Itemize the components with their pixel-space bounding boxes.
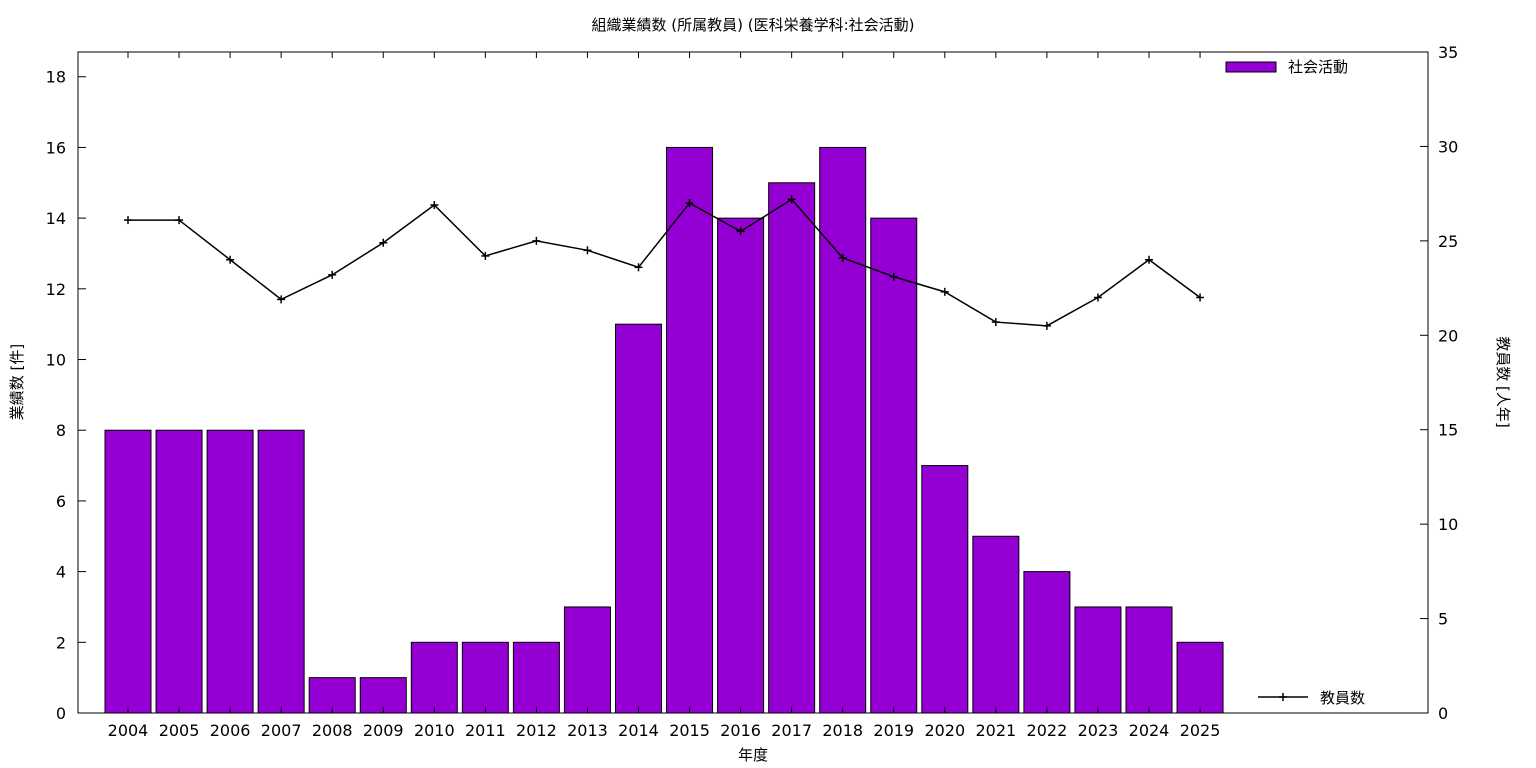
bar-2020 [921, 465, 969, 714]
x-tick-label: 2018 [822, 721, 863, 740]
x-tick-label: 2013 [567, 721, 608, 740]
x-tick-label: 2008 [312, 721, 353, 740]
bar-2005 [155, 429, 203, 714]
bar-2021 [972, 535, 1020, 714]
bar-2018 [819, 146, 867, 714]
x-tick-label: 2004 [108, 721, 149, 740]
y-tick-label: 10 [46, 351, 66, 370]
bar-2024 [1125, 606, 1173, 714]
bar-2011 [461, 641, 509, 714]
legend-swatch-bars [1225, 61, 1277, 73]
x-tick-label: 2007 [261, 721, 302, 740]
y-axis-label: 業績数 [件] [8, 344, 26, 420]
bar-2004 [104, 429, 152, 714]
x-tick-label: 2005 [159, 721, 200, 740]
y-tick-label: 4 [56, 563, 66, 582]
y-tick-label: 12 [46, 280, 66, 299]
x-tick-label: 2019 [873, 721, 914, 740]
x-tick-label: 2023 [1078, 721, 1119, 740]
bar-2007 [257, 429, 305, 714]
x-tick-label: 2015 [669, 721, 710, 740]
y-tick-label: 2 [56, 633, 66, 652]
x-tick-label: 2016 [720, 721, 761, 740]
x-tick-label: 2009 [363, 721, 404, 740]
legend-label-line: 教員数 [1320, 689, 1365, 707]
x-tick-label: 2022 [1027, 721, 1068, 740]
y2-tick-label: 5 [1438, 610, 1448, 629]
y-tick-label: 8 [56, 421, 66, 440]
legend: 社会活動 教員数 [1225, 58, 1365, 707]
bar-2025 [1176, 641, 1224, 714]
x-tick-label: 2020 [924, 721, 965, 740]
line-faculty-count [128, 198, 1201, 327]
y2-tick-label: 25 [1438, 232, 1458, 251]
bar-2019 [870, 217, 918, 714]
x-tick-label: 2021 [975, 721, 1016, 740]
y-tick-label: 18 [46, 68, 66, 87]
x-tick-label: 2014 [618, 721, 659, 740]
bar-2022 [1023, 571, 1071, 714]
bar-2012 [512, 641, 560, 714]
x-tick-label: 2012 [516, 721, 557, 740]
bar-2015 [666, 146, 714, 714]
x-tick-label: 2006 [210, 721, 251, 740]
bar-2014 [615, 323, 662, 714]
bar-2016 [717, 217, 765, 714]
x-tick-label: 2024 [1129, 721, 1170, 740]
bar-2013 [563, 606, 611, 714]
x-tick-label: 2011 [465, 721, 506, 740]
plot-frame [77, 51, 1429, 714]
y2-axis-label: 教員数 [人年] [1494, 336, 1512, 427]
bar-2006 [206, 429, 254, 714]
y-tick-label: 6 [56, 492, 66, 511]
x-tick-label: 2010 [414, 721, 455, 740]
bar-2017 [768, 182, 816, 714]
y2-tick-label: 30 [1438, 137, 1458, 156]
y2-tick-label: 0 [1438, 704, 1448, 723]
y2-tick-label: 35 [1438, 43, 1458, 62]
bar-2010 [410, 641, 458, 714]
y-tick-label: 14 [46, 209, 66, 228]
y2-tick-label: 10 [1438, 515, 1458, 534]
x-tick-label: 2017 [771, 721, 812, 740]
x-tick-label: 2025 [1180, 721, 1221, 740]
x-axis-label: 年度 [738, 746, 768, 764]
bar-2023 [1074, 606, 1122, 714]
chart-title: 組織業績数 (所属教員) (医科栄養学科:社会活動) [591, 16, 914, 34]
y2-tick-label: 20 [1438, 326, 1458, 345]
y-tick-label: 16 [46, 138, 66, 157]
y-tick-label: 0 [56, 704, 66, 723]
y2-tick-label: 15 [1438, 421, 1458, 440]
legend-label-bars: 社会活動 [1288, 58, 1348, 76]
